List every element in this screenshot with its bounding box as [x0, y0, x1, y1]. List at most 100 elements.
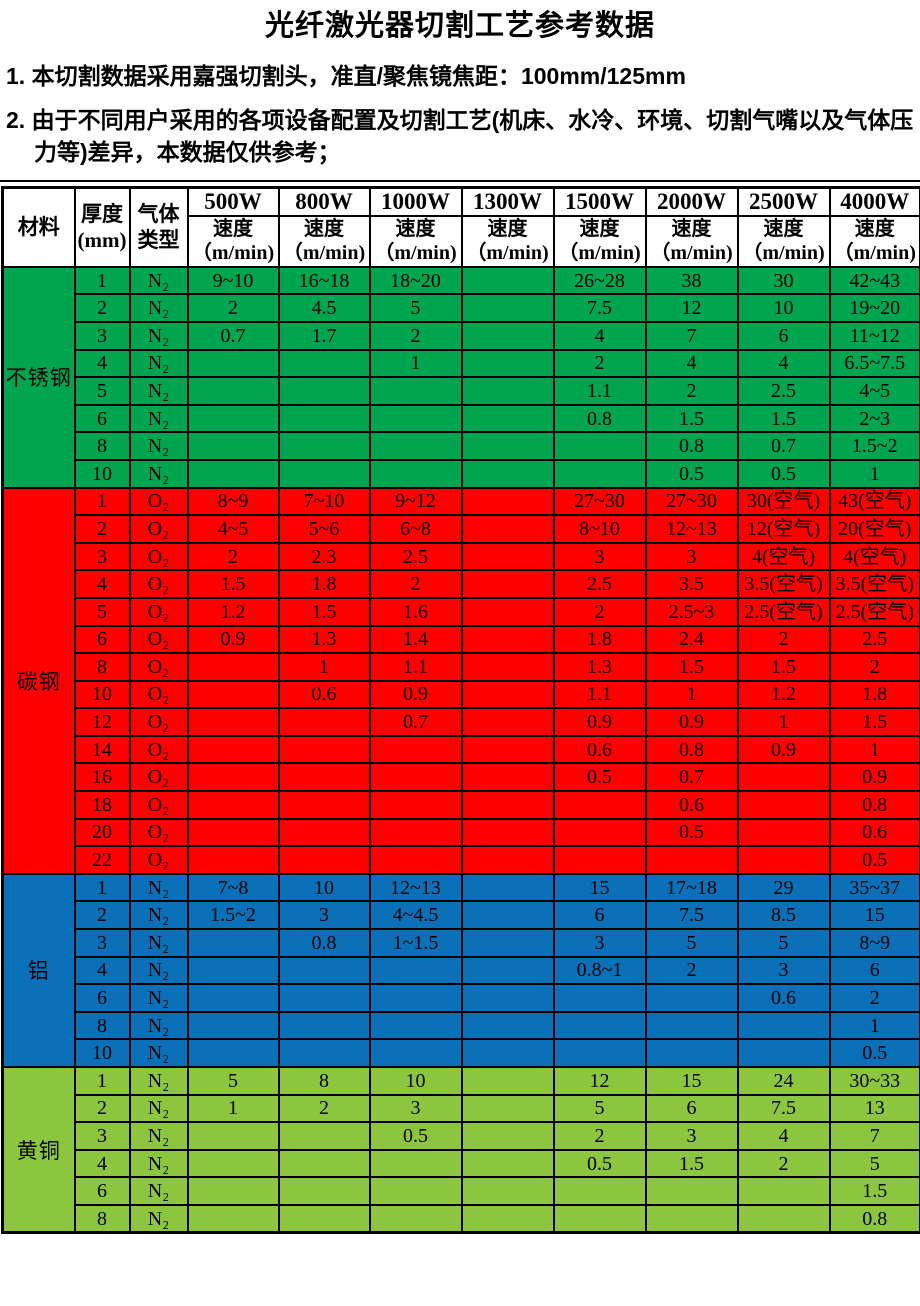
gas-cell: O₂ [130, 515, 188, 543]
speed-value-cell: 1 [830, 736, 920, 764]
gas-cell: O₂ [130, 598, 188, 626]
speed-value-cell [554, 1012, 646, 1040]
thickness-cell: 6 [75, 984, 130, 1012]
speed-value-cell: 0.7 [188, 322, 279, 350]
speed-value-cell: 2 [646, 377, 738, 405]
speed-value-cell: 0.5 [646, 819, 738, 847]
speed-value-cell [462, 681, 554, 709]
header-gas-line2: 类型 [138, 228, 180, 252]
gas-cell: N₂ [130, 901, 188, 929]
speed-value-cell: 30~33 [830, 1067, 920, 1095]
speed-value-cell: 15 [830, 901, 920, 929]
speed-value-cell: 1.5 [646, 405, 738, 433]
speed-value-cell: 0.8 [554, 405, 646, 433]
speed-value-cell: 4(空气) [738, 543, 830, 571]
thickness-cell: 6 [75, 405, 130, 433]
header-speed-label: 速度（m/min) [554, 216, 646, 267]
speed-value-cell [554, 1177, 646, 1205]
speed-value-cell: 1.3 [279, 626, 370, 654]
speed-value-cell: 7~10 [279, 488, 370, 516]
speed-value-cell: 0.9 [738, 736, 830, 764]
speed-value-cell: 2 [554, 1122, 646, 1150]
speed-value-cell: 0.8 [830, 791, 920, 819]
speed-value-cell [370, 1177, 462, 1205]
speed-value-cell [188, 653, 279, 681]
speed-value-cell [188, 1177, 279, 1205]
speed-value-cell: 11~12 [830, 322, 920, 350]
speed-value-cell: 2.5 [370, 543, 462, 571]
speed-value-cell [188, 708, 279, 736]
speed-value-cell: 1.5~2 [188, 901, 279, 929]
speed-value-cell [462, 515, 554, 543]
speed-value-cell: 1.3 [554, 653, 646, 681]
thickness-cell: 5 [75, 377, 130, 405]
gas-cell: O₂ [130, 763, 188, 791]
header-thickness: 厚度 (mm) [75, 188, 130, 267]
speed-value-cell [370, 405, 462, 433]
speed-value-cell: 6 [830, 957, 920, 985]
speed-value-cell: 1.4 [370, 626, 462, 654]
speed-value-cell [462, 488, 554, 516]
speed-value-cell [279, 819, 370, 847]
speed-value-cell [646, 1039, 738, 1067]
gas-cell: O₂ [130, 543, 188, 571]
thickness-cell: 8 [75, 1012, 130, 1040]
speed-value-cell [279, 1039, 370, 1067]
speed-value-cell: 12 [554, 1067, 646, 1095]
gas-cell: N₂ [130, 460, 188, 488]
header-speed-label: 速度（m/min) [188, 216, 279, 267]
thickness-cell: 16 [75, 763, 130, 791]
material-cell: 碳钢 [3, 488, 75, 874]
speed-value-cell: 0.8 [646, 432, 738, 460]
speed-value-cell [188, 929, 279, 957]
speed-value-cell [279, 350, 370, 378]
speed-value-cell [462, 1205, 554, 1233]
speed-value-cell: 7 [830, 1122, 920, 1150]
speed-value-cell [279, 736, 370, 764]
thickness-cell: 12 [75, 708, 130, 736]
speed-value-cell [462, 460, 554, 488]
speed-value-cell: 1 [279, 653, 370, 681]
speed-value-cell [370, 819, 462, 847]
material-cell: 不锈钢 [3, 267, 75, 488]
speed-value-cell [462, 294, 554, 322]
header-power-500w: 500W [188, 188, 279, 217]
speed-value-cell: 30 [738, 267, 830, 295]
speed-value-cell [188, 819, 279, 847]
speed-value-cell [738, 791, 830, 819]
thickness-cell: 8 [75, 1205, 130, 1233]
thickness-cell: 10 [75, 460, 130, 488]
speed-value-cell [462, 626, 554, 654]
speed-value-cell [279, 763, 370, 791]
speed-value-cell [188, 377, 279, 405]
speed-value-cell [462, 543, 554, 571]
speed-value-cell [462, 1039, 554, 1067]
speed-value-cell [188, 1039, 279, 1067]
speed-value-cell: 7.5 [646, 901, 738, 929]
speed-value-cell: 1.5 [830, 1177, 920, 1205]
gas-cell: N₂ [130, 874, 188, 902]
speed-value-cell: 0.5 [370, 1122, 462, 1150]
speed-value-cell [279, 791, 370, 819]
speed-value-cell: 0.7 [646, 763, 738, 791]
header-power-800w: 800W [279, 188, 370, 217]
gas-cell: O₂ [130, 488, 188, 516]
speed-value-cell: 4.5 [279, 294, 370, 322]
speed-value-cell [370, 460, 462, 488]
speed-value-cell [462, 350, 554, 378]
speed-value-cell: 1 [830, 460, 920, 488]
speed-value-cell [188, 432, 279, 460]
speed-value-cell: 12(空气) [738, 515, 830, 543]
speed-value-cell [554, 791, 646, 819]
